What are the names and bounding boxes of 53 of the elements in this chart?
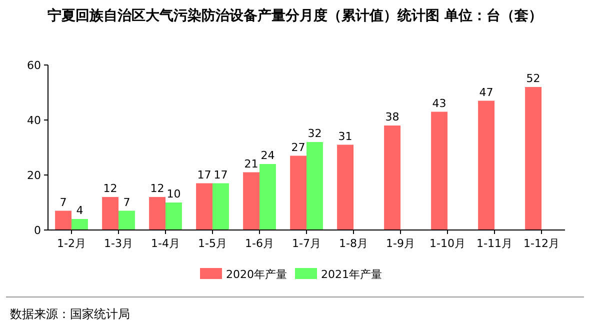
bar	[431, 112, 448, 230]
data-label: 17	[197, 168, 212, 182]
y-tick-label: 60	[27, 59, 41, 72]
bar	[212, 183, 229, 230]
source-note: 数据来源：国家统计局	[10, 307, 130, 321]
x-tick-label: 1-12月	[524, 237, 560, 250]
bar	[290, 156, 306, 230]
legend-label: 2021年产量	[321, 268, 382, 281]
bar	[72, 219, 88, 230]
data-label: 17	[214, 168, 228, 182]
data-label: 7	[60, 196, 67, 209]
x-tick-label: 1-5月	[198, 237, 227, 250]
bar	[384, 126, 400, 230]
data-label: 12	[150, 182, 164, 195]
bar	[337, 144, 354, 230]
bar	[260, 164, 276, 230]
chart-title: 宁夏回族自治区大气污染防治设备产量分月度（累计值）统计图 单位：台（套）	[48, 7, 542, 24]
x-tick-label: 1-10月	[430, 237, 466, 250]
data-label: 21	[244, 157, 258, 170]
bar	[478, 100, 494, 230]
y-tick-label: 40	[27, 114, 41, 127]
y-tick-label: 0	[34, 224, 41, 237]
bar	[102, 197, 118, 230]
x-tick-label: 1-3月	[104, 237, 133, 250]
bar	[196, 183, 212, 230]
x-tick-label: 1-11月	[476, 237, 512, 250]
data-label: 12	[103, 182, 118, 195]
bar	[166, 202, 182, 230]
data-label: 4	[76, 204, 84, 217]
bar	[306, 142, 323, 230]
legend-label: 2020年产量	[226, 268, 287, 281]
x-tick-label: 1-9月	[386, 237, 415, 250]
bar	[525, 87, 542, 230]
data-label: 52	[526, 72, 540, 85]
x-tick-label: 1-2月	[57, 237, 86, 250]
data-label: 47	[479, 86, 494, 99]
data-label: 27	[291, 140, 306, 154]
x-tick-label: 1-7月	[292, 237, 321, 250]
data-label: 24	[260, 149, 275, 162]
data-label: 31	[338, 130, 352, 143]
x-tick-label: 1-6月	[245, 237, 274, 250]
y-tick-label: 20	[27, 169, 41, 182]
data-label: 38	[385, 110, 400, 124]
data-label: 32	[308, 127, 322, 140]
x-tick-label: 1-4月	[151, 237, 180, 250]
data-label: 7	[123, 196, 130, 209]
bar	[149, 197, 166, 230]
bar	[55, 210, 72, 230]
bar	[243, 172, 260, 230]
x-tick-label: 1-8月	[339, 237, 368, 250]
bar	[118, 210, 135, 230]
data-label: 43	[432, 96, 446, 110]
data-label: 10	[166, 188, 181, 200]
